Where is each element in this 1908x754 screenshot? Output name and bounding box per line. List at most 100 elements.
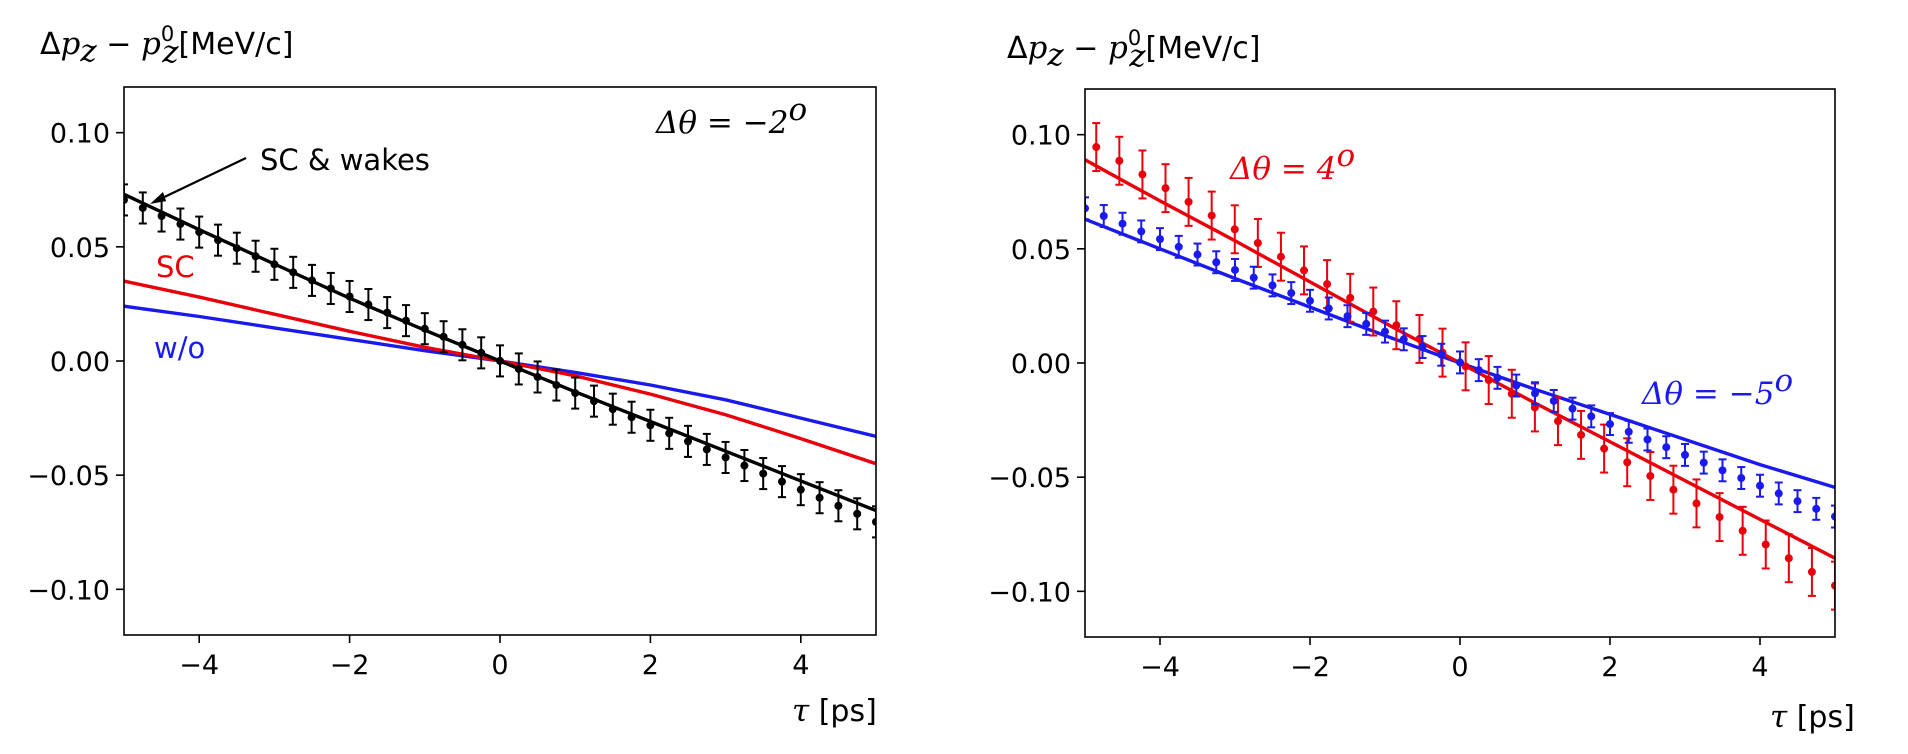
data-point [176, 207, 185, 241]
data-point [270, 247, 279, 281]
data-point [1484, 355, 1493, 406]
data-point [1287, 281, 1296, 306]
data-point [627, 400, 636, 434]
data-point [157, 199, 166, 233]
data-point [402, 304, 410, 338]
left-arrow-line [155, 157, 247, 202]
data-point [1184, 176, 1193, 227]
data-point [684, 424, 692, 458]
data-point [1137, 219, 1146, 244]
data-point [815, 481, 824, 515]
data-point [289, 255, 298, 289]
y-tick-label: −0.10 [988, 577, 1071, 608]
x-tick-label: 2 [1601, 652, 1618, 683]
data-point [665, 416, 674, 450]
data-point [740, 448, 749, 483]
data-point [1761, 519, 1770, 570]
data-point [1399, 327, 1408, 352]
data-point [1156, 227, 1164, 252]
data-point [1699, 450, 1708, 475]
x-tick-label: −2 [1290, 652, 1330, 683]
data-point [778, 465, 786, 499]
data-point [1099, 204, 1108, 228]
data-point [1831, 560, 1835, 611]
data-point [1568, 396, 1577, 421]
label-delta-theta-4: Δθ = 4o [1229, 138, 1355, 187]
y-tick-label: 0.00 [1011, 349, 1071, 380]
data-point [1662, 435, 1671, 460]
data-point [1306, 288, 1314, 313]
right-xlabel: τ [ps] [1770, 699, 1855, 735]
data-point [1577, 409, 1586, 460]
data-point [1807, 546, 1816, 597]
y-tick-label: 0.00 [50, 347, 110, 378]
right-ylabel: Δpz − p0z[MeV/c] [1007, 26, 1260, 74]
y-tick-label: 0.05 [50, 233, 110, 264]
data-point [496, 344, 504, 378]
data-point [759, 457, 768, 491]
data-point [1600, 423, 1609, 474]
data-point [1507, 368, 1516, 419]
data-point [1174, 234, 1183, 259]
y-tick-label: 0.10 [50, 119, 110, 150]
data-point [195, 215, 204, 249]
x-tick-label: −2 [330, 650, 370, 681]
y-tick-label: −0.10 [27, 575, 110, 606]
data-point [1587, 404, 1596, 429]
data-point [308, 263, 316, 297]
data-point [1085, 196, 1089, 221]
data-point [1669, 464, 1678, 515]
right-plot-frame [1084, 88, 1836, 638]
data-point [1456, 350, 1464, 375]
data-point [420, 312, 429, 346]
x-tick-label: −4 [179, 650, 219, 681]
data-point [477, 336, 486, 370]
right-series [1085, 122, 1835, 611]
data-point [1161, 163, 1170, 214]
data-point [1493, 365, 1502, 390]
label-sc-wakes: SC & wakes [260, 143, 430, 177]
data-point [251, 239, 260, 273]
y-tick-label: −0.05 [988, 463, 1071, 494]
data-point [124, 183, 128, 217]
data-point [326, 271, 335, 305]
right-y-ticks: 0.10 0.05 0.00 −0.05 −0.10 [988, 121, 1085, 608]
data-point [552, 368, 561, 402]
left-ylabel: Δpz − p0z[MeV/c] [40, 22, 293, 70]
data-point [702, 432, 711, 466]
data-point [646, 408, 655, 442]
data-point [1784, 533, 1793, 584]
data-point [1831, 504, 1835, 529]
data-point [590, 384, 598, 418]
x-tick-label: 4 [1751, 652, 1768, 683]
data-point [1381, 319, 1389, 344]
data-point [1193, 242, 1202, 267]
data-point [1812, 496, 1821, 521]
x-tick-label: 0 [491, 650, 508, 681]
left-xlabel: τ [ps] [792, 693, 877, 729]
data-point [1681, 442, 1689, 467]
data-point [1343, 304, 1352, 329]
y-tick-label: 0.10 [1011, 121, 1071, 152]
data-point [1323, 259, 1332, 310]
data-point [232, 231, 241, 265]
data-point [571, 376, 580, 410]
data-point [1138, 149, 1147, 200]
data-point [514, 352, 523, 386]
data-point [608, 392, 617, 426]
data-point [533, 360, 542, 394]
label-sc: SC [156, 250, 195, 284]
label-wo: w/o [154, 331, 205, 365]
data-point [1737, 466, 1746, 490]
label-delta-theta-minus5: Δθ = −5o [1641, 363, 1793, 412]
data-point [1092, 122, 1101, 173]
data-point [1549, 389, 1558, 413]
data-point [1230, 204, 1239, 255]
data-point [214, 223, 222, 257]
y-tick-label: −0.05 [27, 461, 110, 492]
data-point [1300, 245, 1309, 296]
data-point [1624, 419, 1633, 444]
data-point [1531, 381, 1539, 406]
data-point [796, 473, 805, 507]
data-point [458, 328, 467, 362]
